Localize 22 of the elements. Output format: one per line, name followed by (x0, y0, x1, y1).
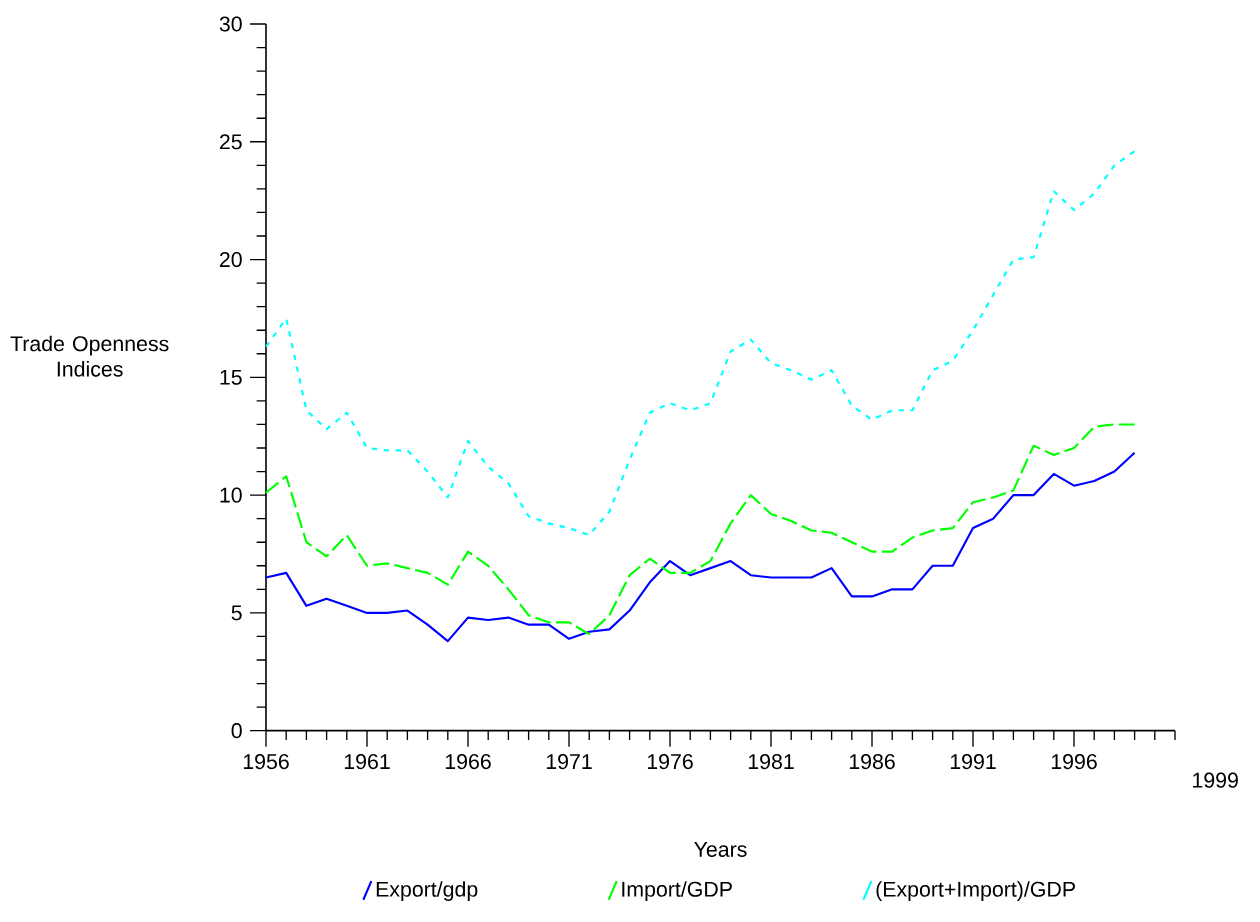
y-tick-label: 25 (219, 134, 242, 150)
legend-label: (Export+Import)/GDP (876, 881, 1075, 902)
y-tick-label: 15 (220, 369, 242, 385)
x-tick-label: 1966 (445, 754, 491, 770)
x-tick-label: 1991 (950, 754, 996, 770)
x-tick-label: 1996 (1051, 754, 1097, 770)
y-tick-label: 5 (231, 605, 242, 621)
text: 1999 (1193, 772, 1238, 788)
legend-label: Import/GDP (622, 881, 732, 902)
x-tick-label: 1971 (546, 754, 592, 770)
y-tick-label: 20 (219, 252, 242, 268)
x-tick-label: 1956 (243, 754, 289, 770)
y-axis-title: Trade Openness Indices (10, 335, 169, 377)
y-tick-label: 0 (231, 723, 242, 739)
legend-label: Export/gdp (376, 881, 478, 902)
y-tick-label: 10 (220, 487, 242, 503)
x-tick-label: 1976 (647, 754, 693, 770)
y-tick-label: 30 (219, 16, 242, 32)
x-tick-label: 1981 (748, 754, 794, 770)
x-axis-title: Years (694, 842, 747, 857)
x-tick-label: 1986 (849, 754, 895, 770)
x-tick-label: 1961 (344, 754, 390, 770)
